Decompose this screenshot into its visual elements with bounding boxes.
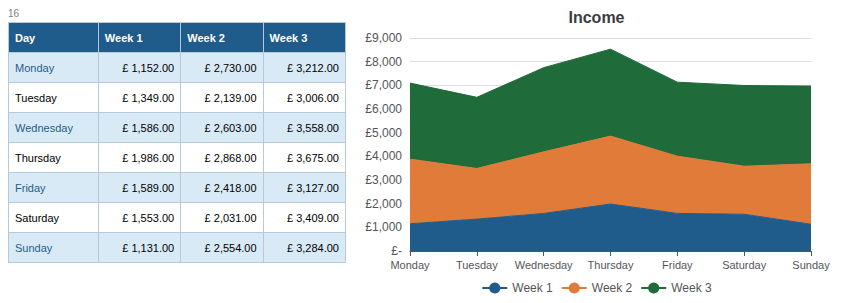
html-text:£ 3,409.00: £ 3,409.00 [287, 211, 339, 224]
svg-text:Week 1: Week 1 [512, 281, 553, 295]
html-text:16: 16 [8, 8, 20, 19]
svg-text:£2,000: £2,000 [365, 197, 402, 211]
svg-text:Sunday: Sunday [792, 259, 830, 271]
svg-text:£7,000: £7,000 [365, 78, 402, 92]
html-text:£ 1,986.00: £ 1,986.00 [122, 151, 175, 164]
svg-text:£8,000: £8,000 [365, 55, 402, 69]
svg-text:Week 2: Week 2 [592, 281, 633, 295]
html-text:£ 1,349.00: £ 1,349.00 [122, 91, 175, 104]
svg-text:£9,000: £9,000 [365, 31, 402, 45]
html-text:£ 2,554.00: £ 2,554.00 [204, 241, 257, 254]
html-text:£ 2,031.00: £ 2,031.00 [204, 211, 257, 224]
html-text:Wednesday: Wednesday [15, 121, 73, 134]
html-text:Thursday: Thursday [15, 151, 61, 164]
svg-text:Saturday: Saturday [722, 259, 767, 271]
svg-text:£6,000: £6,000 [365, 102, 402, 116]
html-text:£ 2,868.00: £ 2,868.00 [204, 151, 257, 164]
html-text:£ 1,589.00: £ 1,589.00 [122, 181, 175, 194]
svg-text:Thursday: Thursday [588, 259, 634, 271]
html-text:£ 1,152.00: £ 1,152.00 [122, 61, 175, 74]
html-text:£ 1,131.00: £ 1,131.00 [122, 241, 175, 254]
html-text:£ 3,558.00: £ 3,558.00 [287, 121, 339, 134]
html-text:Friday: Friday [15, 181, 46, 194]
html-text:Tuesday: Tuesday [15, 91, 57, 104]
svg-text:Wednesday: Wednesday [515, 259, 573, 271]
html-text:£ 2,139.00: £ 2,139.00 [204, 91, 257, 104]
html-text:£ 2,730.00: £ 2,730.00 [204, 61, 257, 74]
html-text:Week 2: Week 2 [187, 31, 225, 44]
svg-text:Friday: Friday [662, 259, 693, 271]
html-text:Week 3: Week 3 [269, 31, 308, 44]
svg-text:Income: Income [568, 9, 624, 26]
svg-text:£1,000: £1,000 [365, 220, 402, 234]
html-text:£ 1,553.00: £ 1,553.00 [122, 211, 175, 224]
html-text:£ 1,586.00: £ 1,586.00 [122, 121, 175, 134]
svg-text:£-: £- [391, 244, 402, 258]
svg-text:Tuesday: Tuesday [456, 259, 498, 271]
html-text:£ 2,603.00: £ 2,603.00 [204, 121, 257, 134]
html-text:£ 3,006.00: £ 3,006.00 [287, 91, 339, 104]
svg-text:Monday: Monday [390, 259, 430, 271]
svg-text:£3,000: £3,000 [365, 173, 402, 187]
html-text:£ 3,127.00: £ 3,127.00 [287, 181, 339, 194]
html-text:£ 3,675.00: £ 3,675.00 [287, 151, 339, 164]
html-text:£ 3,284.00: £ 3,284.00 [287, 241, 339, 254]
html-text:£ 3,212.00: £ 3,212.00 [287, 61, 339, 74]
svg-text:Week 3: Week 3 [671, 281, 712, 295]
html-text:Week 1: Week 1 [104, 31, 143, 44]
html-text:Monday: Monday [15, 61, 55, 74]
html-text:Saturday: Saturday [15, 211, 59, 224]
html-text:Day: Day [15, 31, 36, 44]
svg-text:£4,000: £4,000 [365, 149, 402, 163]
html-text:£ 2,418.00: £ 2,418.00 [204, 181, 257, 194]
svg-text:£5,000: £5,000 [365, 126, 402, 140]
html-text:Sunday: Sunday [15, 241, 53, 254]
